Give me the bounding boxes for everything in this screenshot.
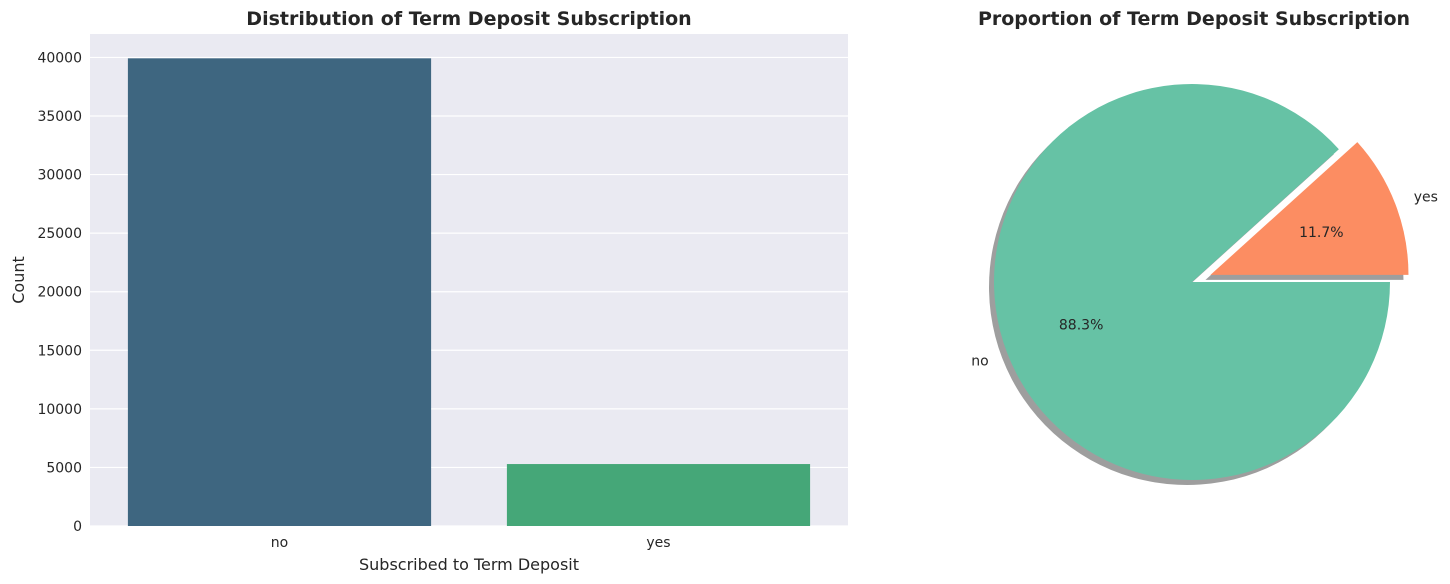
bar-yes: [506, 464, 811, 526]
y-tick-label: 10000: [37, 402, 82, 418]
bar-chart-panel: 0 5000 10000 15000 20000 25000 30000 35000 40000…: [9, 8, 848, 574]
pie-pct-yes: 11.7%: [1299, 225, 1343, 241]
pie-labels: no 88.3% yes 11.7%: [971, 190, 1438, 370]
y-tick-label: 30000: [37, 168, 82, 184]
y-tick-label: 0: [73, 519, 82, 535]
bar-no: [127, 58, 432, 526]
y-tick-label: 35000: [37, 109, 82, 125]
pie-label-no: no: [971, 353, 988, 369]
bar-chart-title: Distribution of Term Deposit Subscriptio…: [246, 8, 691, 30]
bar-x-ticks: no yes: [271, 535, 671, 551]
y-tick-label: 40000: [37, 50, 82, 66]
pie-slice-yes: [1210, 142, 1409, 275]
y-tick-label: 5000: [46, 460, 82, 476]
pie-slice-no: [994, 84, 1390, 480]
pie-pct-no: 88.3%: [1059, 318, 1103, 334]
pie-label-yes: yes: [1414, 190, 1438, 206]
pie-chart-title: Proportion of Term Deposit Subscription: [978, 8, 1410, 30]
y-tick-label: 20000: [37, 285, 82, 301]
x-tick-label: yes: [646, 535, 670, 551]
pie-slices: [994, 84, 1409, 480]
bar-y-ticks: 0 5000 10000 15000 20000 25000 30000 35000 40000: [37, 50, 82, 535]
bar-marks: [127, 58, 811, 526]
y-tick-label: 15000: [37, 343, 82, 359]
bar-x-axis-label: Subscribed to Term Deposit: [359, 555, 579, 574]
x-tick-label: no: [271, 535, 288, 551]
y-tick-label: 25000: [37, 226, 82, 242]
bar-y-axis-label: Count: [9, 256, 28, 304]
pie-chart-panel: Proportion of Term Deposit Subscription …: [971, 8, 1438, 485]
